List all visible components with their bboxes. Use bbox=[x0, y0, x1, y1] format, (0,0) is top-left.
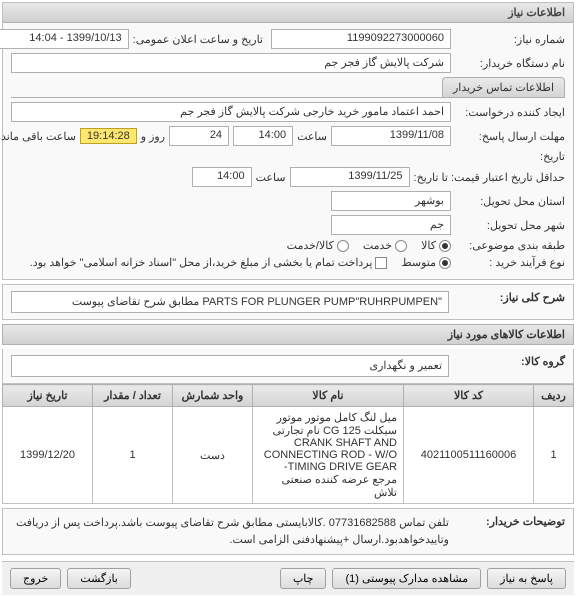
radio-gs-label: کالا/خدمت bbox=[287, 239, 334, 252]
goods-group-value: تعمیر و نگهداری bbox=[11, 355, 449, 377]
deliver-prov-label: استان محل تحویل: bbox=[455, 195, 565, 208]
buyer-value: شرکت پالایش گاز فجر جم bbox=[11, 53, 451, 73]
reply-button[interactable]: پاسخ به نیاز bbox=[487, 568, 566, 589]
validity-date: 1399/11/25 bbox=[290, 167, 410, 187]
buyer-label: نام دستگاه خریدار: bbox=[455, 57, 565, 70]
deliver-city-label: شهر محل تحویل: bbox=[455, 219, 565, 232]
main-desc-value: "PARTS FOR PLUNGER PUMP"RUHRPUMPEN مطابق… bbox=[11, 291, 449, 313]
req-no-label: شماره نیاز: bbox=[455, 33, 565, 46]
cell-code: 4021100511160006 bbox=[404, 407, 534, 504]
contact-tab-strip: اطلاعات تماس خریدار bbox=[11, 77, 565, 98]
buyer-note-row: توضیحات خریدار: تلفن تماس 07731682588 .ک… bbox=[2, 508, 574, 555]
radio-dot-icon bbox=[395, 240, 407, 252]
col-unit: واحد شمارش bbox=[173, 385, 253, 407]
table-row[interactable]: 14021100511160006میل لنگ کامل موتور موتو… bbox=[3, 407, 574, 504]
table-header-row: ردیف کد کالا نام کالا واحد شمارش تعداد /… bbox=[3, 385, 574, 407]
info-panel: اطلاعات نیاز شماره نیاز: 119909227300006… bbox=[2, 2, 574, 280]
deadline-label: مهلت ارسال پاسخ: bbox=[455, 130, 565, 143]
col-name: نام کالا bbox=[253, 385, 404, 407]
goods-group-row: گروه کالا: تعمیر و نگهداری bbox=[2, 349, 574, 384]
validity-time: 14:00 bbox=[192, 167, 252, 187]
tab-buyer-contact[interactable]: اطلاعات تماس خریدار bbox=[442, 77, 565, 97]
cell-date: 1399/12/20 bbox=[3, 407, 93, 504]
goods-section-title: اطلاعات کالاهای مورد نیاز bbox=[2, 324, 574, 345]
cell-name: میل لنگ کامل موتور موتور سیکلت CG 125 نا… bbox=[253, 407, 404, 504]
check-treasury[interactable]: پرداخت تمام یا بخشی از مبلغ خرید،از محل … bbox=[30, 256, 388, 269]
checkbox-icon bbox=[375, 257, 387, 269]
deliver-city-value: جم bbox=[331, 215, 451, 235]
buyer-note-label: توضیحات خریدار: bbox=[455, 515, 565, 528]
days-count: 24 bbox=[169, 126, 229, 146]
radio-medium-label: متوسط bbox=[401, 256, 436, 269]
category-label: طبقه بندی موضوعی: bbox=[455, 239, 565, 252]
button-bar: پاسخ به نیاز مشاهده مدارک پیوستی (1) چاپ… bbox=[2, 561, 574, 595]
col-date: تاریخ نیاز bbox=[3, 385, 93, 407]
cell-idx: 1 bbox=[534, 407, 574, 504]
radio-goods-label: کالا bbox=[421, 239, 436, 252]
print-button[interactable]: چاپ bbox=[280, 568, 327, 589]
exit-button[interactable]: خروج bbox=[10, 568, 61, 589]
pay-note: پرداخت تمام یا بخشی از مبلغ خرید،از محل … bbox=[30, 256, 373, 269]
info-panel-body: شماره نیاز: 1199092273000060 تاریخ و ساع… bbox=[3, 23, 573, 279]
col-qty: تعداد / مقدار bbox=[93, 385, 173, 407]
remain-suffix: ساعت باقی مانده bbox=[0, 130, 76, 143]
deadline-date: 1399/11/08 bbox=[331, 126, 451, 146]
announce-value: 1399/10/13 - 14:04 bbox=[0, 29, 129, 49]
process-label: نوع فرآیند خرید : bbox=[455, 256, 565, 269]
info-panel-title: اطلاعات نیاز bbox=[3, 3, 573, 23]
creator-value: احمد اعتماد مامور خرید خارجی شرکت پالایش… bbox=[11, 102, 451, 122]
col-idx: ردیف bbox=[534, 385, 574, 407]
creator-label: ایجاد کننده درخواست: bbox=[455, 106, 565, 119]
back-button[interactable]: بازگشت bbox=[67, 568, 131, 589]
radio-goods-service[interactable]: کالا/خدمت bbox=[287, 239, 349, 252]
radio-service-label: خدمت bbox=[363, 239, 392, 252]
validity-label: حداقل تاریخ اعتبار قیمت: تا تاریخ: bbox=[414, 171, 565, 184]
hist-label: تاریخ: bbox=[455, 150, 565, 163]
countdown-badge: 19:14:28 bbox=[80, 128, 137, 144]
radio-dot-icon bbox=[337, 240, 349, 252]
deadline-time: 14:00 bbox=[233, 126, 293, 146]
attachments-button[interactable]: مشاهده مدارک پیوستی (1) bbox=[332, 568, 481, 589]
cell-unit: دست bbox=[173, 407, 253, 504]
radio-medium[interactable]: متوسط bbox=[401, 256, 451, 269]
radio-service[interactable]: خدمت bbox=[363, 239, 407, 252]
req-no-value: 1199092273000060 bbox=[271, 29, 451, 49]
time-label-1: ساعت bbox=[297, 130, 327, 143]
announce-label: تاریخ و ساعت اعلان عمومی: bbox=[133, 33, 263, 46]
deliver-prov-value: بوشهر bbox=[331, 191, 451, 211]
radio-goods[interactable]: کالا bbox=[421, 239, 451, 252]
main-desc-row: شرح کلی نیاز: "PARTS FOR PLUNGER PUMP"RU… bbox=[2, 284, 574, 320]
radio-dot-icon bbox=[439, 257, 451, 269]
spacer bbox=[137, 568, 274, 589]
buyer-note-value: تلفن تماس 07731682588 .کالابایستی مطابق … bbox=[11, 515, 449, 548]
cell-qty: 1 bbox=[93, 407, 173, 504]
col-code: کد کالا bbox=[404, 385, 534, 407]
main-desc-label: شرح کلی نیاز: bbox=[455, 291, 565, 304]
time-label-2: ساعت bbox=[256, 171, 286, 184]
radio-dot-icon bbox=[439, 240, 451, 252]
goods-table: ردیف کد کالا نام کالا واحد شمارش تعداد /… bbox=[2, 384, 574, 504]
goods-group-label: گروه کالا: bbox=[455, 355, 565, 368]
days-suffix: روز و bbox=[141, 130, 165, 143]
